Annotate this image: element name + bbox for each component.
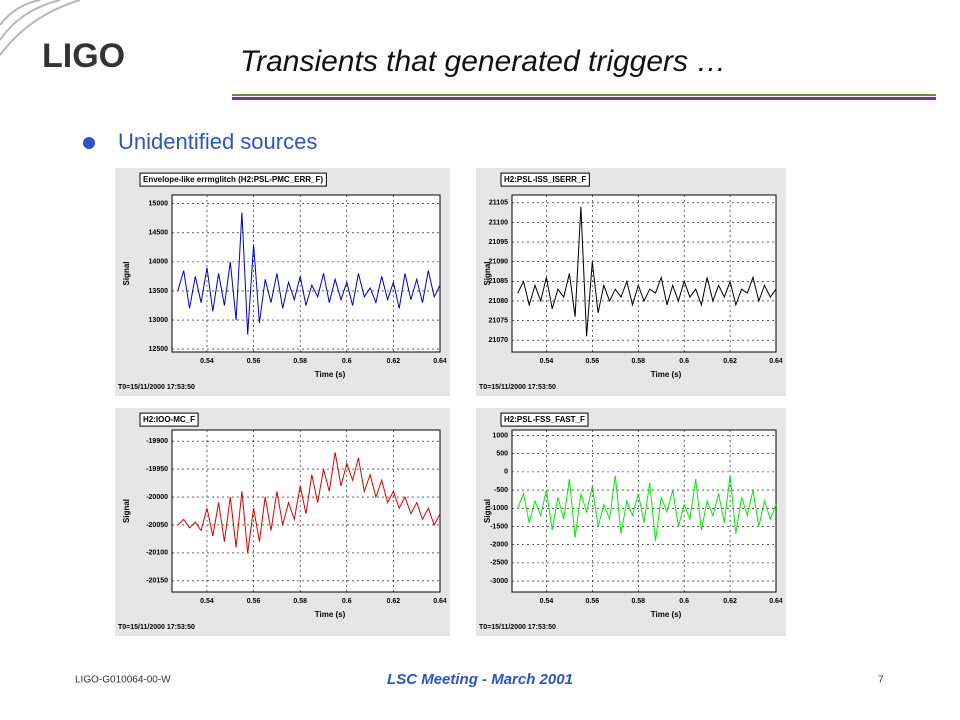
- y-tick-label: -19900: [146, 438, 168, 445]
- chart-title: Envelope-like errmglitch (H2:PSL-PMC_ERR…: [143, 175, 323, 184]
- y-axis-label: Signal: [122, 499, 131, 523]
- signal-line: [517, 475, 777, 542]
- y-axis-label: Signal: [483, 261, 492, 285]
- x-tick-label: 0.56: [247, 598, 261, 605]
- y-axis-label: Signal: [483, 499, 492, 523]
- x-tick-label: 0.64: [769, 598, 783, 605]
- rule-purple: [232, 97, 936, 100]
- x-tick-label: 0.62: [723, 598, 737, 605]
- x-tick-label: 0.56: [586, 358, 600, 365]
- time-origin: T0=15/11/2000 17:53:50: [118, 624, 195, 631]
- x-tick-label: 0.6: [679, 598, 689, 605]
- bullet-dot: [83, 137, 95, 149]
- logo-arcs: [0, 0, 81, 56]
- chart-title-box: [500, 412, 589, 427]
- rule-green: [232, 94, 936, 96]
- y-tick-label: -3000: [490, 578, 508, 585]
- y-tick-label: 0: [504, 469, 508, 476]
- y-axis-label: Signal: [122, 261, 131, 285]
- chart-panel: -3000 -2500 -2000 -1500 -1000 -500 0 500 1000 0.5…: [476, 408, 786, 636]
- x-tick-label: 0.58: [631, 598, 645, 605]
- y-tick-label: -20050: [146, 522, 168, 529]
- x-tick-label: 0.62: [387, 358, 401, 365]
- y-tick-label: -2500: [490, 560, 508, 567]
- chart-panel: -20150 -20100 -20050 -20000 -19950 -19900 0.54…: [115, 408, 450, 636]
- y-tick-label: 21095: [489, 239, 509, 246]
- plot-area: [511, 429, 777, 593]
- doc-id: LIGO-G010064-00-W: [75, 675, 171, 686]
- x-tick-label: 0.56: [586, 598, 600, 605]
- y-tick-label: -2000: [490, 542, 508, 549]
- y-tick-label: 14500: [149, 230, 169, 237]
- x-tick-label: 0.64: [433, 358, 447, 365]
- y-tick-label: 13000: [149, 317, 169, 324]
- plot-area: [171, 194, 441, 353]
- x-tick-label: 0.64: [769, 358, 783, 365]
- chart-panel: 21070 21075 21080 21085 21090 21095 21100 21105…: [476, 168, 786, 396]
- y-tick-label: 21080: [489, 298, 509, 305]
- y-tick-label: 14000: [149, 259, 169, 266]
- x-tick-label: 0.54: [200, 358, 214, 365]
- x-tick-label: 0.54: [540, 598, 554, 605]
- x-axis-label: Time (s): [651, 370, 682, 379]
- slide-title: Transients that generated triggers …: [240, 45, 726, 78]
- x-tick-label: 0.6: [342, 358, 352, 365]
- x-tick-label: 0.58: [293, 358, 307, 365]
- bullet-text: Unidentified sources: [118, 129, 317, 154]
- y-tick-label: -1500: [490, 523, 508, 530]
- x-tick-label: 0.62: [387, 598, 401, 605]
- y-tick-label: 12500: [149, 346, 169, 353]
- time-origin: T0=15/11/2000 17:53:50: [118, 384, 195, 391]
- plot-area: [511, 194, 777, 353]
- signal-line: [177, 212, 441, 335]
- x-axis-label: Time (s): [315, 370, 346, 379]
- x-tick-label: 0.54: [200, 598, 214, 605]
- chart-title: H2:PSL-FSS_FAST_F: [504, 415, 585, 424]
- chart-title: H2:PSL-ISS_ISERR_F: [504, 175, 586, 184]
- y-tick-label: 21075: [489, 317, 509, 324]
- y-tick-label: 21090: [489, 259, 509, 266]
- x-tick-label: 0.56: [247, 358, 261, 365]
- time-origin: T0=15/11/2000 17:53:50: [479, 624, 556, 631]
- x-tick-label: 0.58: [293, 598, 307, 605]
- time-origin: T0=15/11/2000 17:53:50: [479, 384, 556, 391]
- chart-panel: 12500 13000 13500 14000 14500 15000 0.54 0.56 0.…: [115, 168, 450, 396]
- x-axis-label: Time (s): [315, 610, 346, 619]
- x-tick-label: 0.6: [679, 358, 689, 365]
- x-tick-label: 0.62: [723, 358, 737, 365]
- chart-title: H2:IOO-MC_F: [143, 415, 195, 424]
- x-tick-label: 0.58: [631, 358, 645, 365]
- page-number: 7: [878, 675, 884, 686]
- y-tick-label: -500: [494, 487, 508, 494]
- signal-line: [177, 452, 441, 553]
- y-tick-label: -1000: [490, 505, 508, 512]
- chart-title-box: [139, 412, 199, 427]
- x-tick-label: 0.54: [540, 358, 554, 365]
- y-tick-label: 21070: [489, 337, 509, 344]
- x-tick-label: 0.6: [342, 598, 352, 605]
- y-tick-label: 21100: [489, 219, 508, 226]
- charts: 12500 13000 13500 14000 14500 15000 0.54 0.56 0.…: [115, 168, 786, 636]
- chart-title-box: [500, 172, 590, 187]
- y-tick-label: -20000: [146, 494, 168, 501]
- meeting: LSC Meeting - March 2001: [387, 671, 573, 688]
- y-tick-label: 13500: [149, 288, 169, 295]
- y-tick-label: 21085: [489, 278, 509, 285]
- y-tick-label: 1000: [492, 432, 508, 439]
- chart-title-box: [139, 172, 327, 187]
- x-tick-label: 0.64: [433, 598, 447, 605]
- y-tick-label: -20150: [146, 578, 168, 585]
- y-tick-label: 500: [496, 451, 508, 458]
- y-tick-label: -19950: [146, 466, 168, 473]
- signal-line: [517, 206, 777, 337]
- y-tick-label: 15000: [149, 201, 169, 208]
- x-axis-label: Time (s): [651, 610, 682, 619]
- y-tick-label: 21105: [489, 200, 508, 207]
- y-tick-label: -20100: [146, 550, 168, 557]
- logo: LIGO: [42, 37, 125, 75]
